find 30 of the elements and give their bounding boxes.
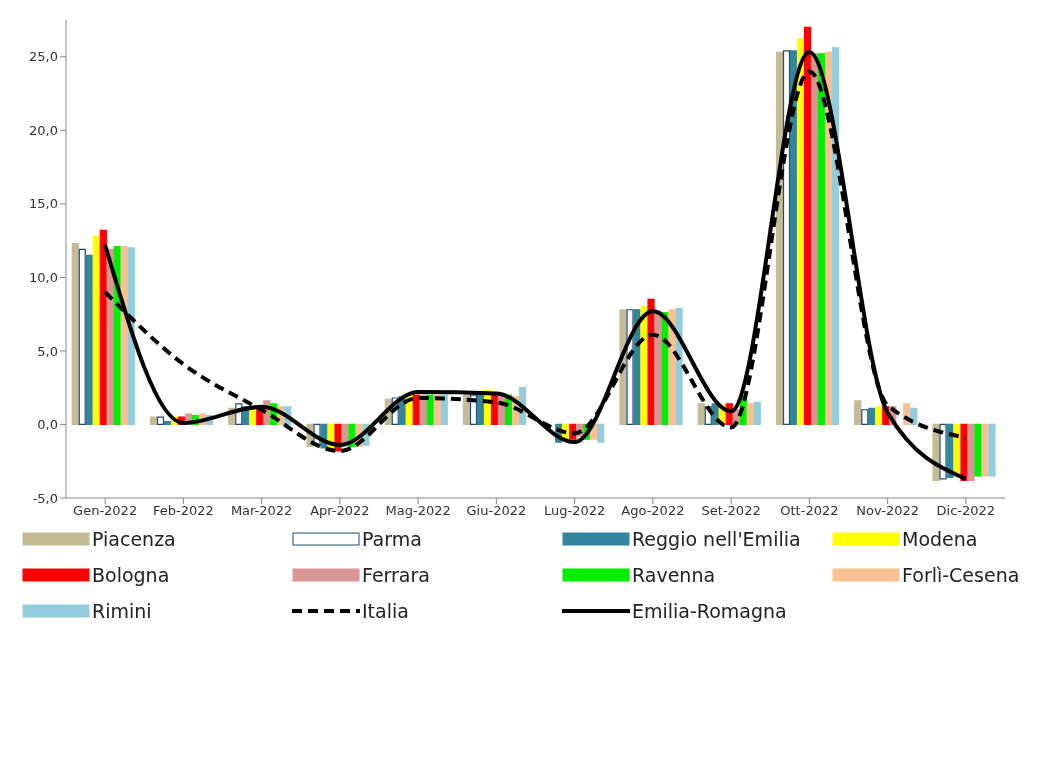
legend-label: Italia bbox=[362, 600, 409, 622]
legend-label: Reggio nell'Emilia bbox=[632, 528, 801, 550]
x-tick-label: Giu-2022 bbox=[466, 503, 527, 519]
y-tick-label: 10,0 bbox=[29, 270, 58, 285]
y-tick-label: 5,0 bbox=[37, 343, 58, 359]
x-tick-label: Feb-2022 bbox=[152, 503, 214, 519]
y-tick-label: -5,0 bbox=[32, 490, 58, 506]
legend-label: Ferrara bbox=[362, 564, 430, 586]
x-tick-label: Apr-2022 bbox=[310, 503, 370, 519]
x-tick-label: Gen-2022 bbox=[73, 503, 138, 519]
x-tick-label: Ott-2022 bbox=[780, 503, 839, 519]
x-tick-label: Lug-2022 bbox=[543, 503, 606, 519]
x-tick-label: Dic-2022 bbox=[936, 503, 996, 519]
legend-label: Forlì-Cesena bbox=[902, 564, 1020, 586]
legend-label: Emilia-Romagna bbox=[632, 600, 787, 622]
x-tick-label: Mar-2022 bbox=[230, 503, 293, 519]
y-tick-label: 15,0 bbox=[29, 196, 58, 212]
x-tick-label: Set-2022 bbox=[701, 503, 761, 519]
legend-label: Ravenna bbox=[632, 564, 716, 586]
y-tick-label: 0,0 bbox=[37, 417, 58, 433]
y-tick-label: 20,0 bbox=[29, 122, 58, 138]
legend-label: Rimini bbox=[92, 600, 152, 622]
x-tick-label: Nov-2022 bbox=[856, 503, 920, 519]
legend-label: Parma bbox=[362, 528, 422, 550]
legend-label: Modena bbox=[902, 528, 978, 550]
legend-label: Piacenza bbox=[92, 528, 176, 550]
x-tick-label: Ago-2022 bbox=[621, 503, 685, 519]
y-tick-label: 25,0 bbox=[29, 49, 58, 65]
legend-label: Bologna bbox=[92, 564, 170, 586]
x-tick-label: Mag-2022 bbox=[385, 503, 451, 519]
